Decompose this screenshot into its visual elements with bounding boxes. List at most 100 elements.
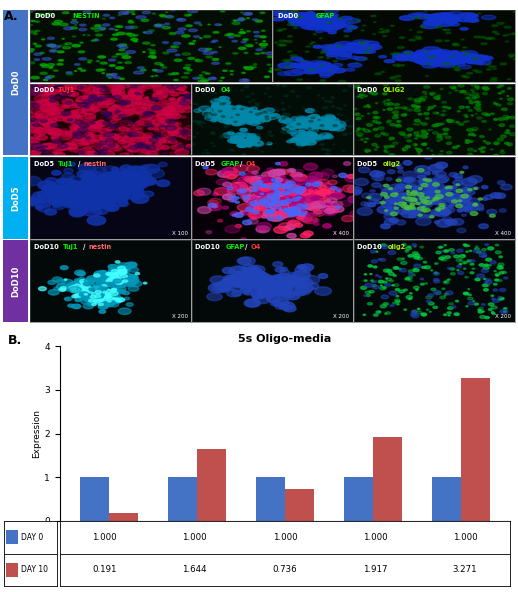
Circle shape [423,208,430,212]
Circle shape [385,148,387,149]
Circle shape [458,55,471,59]
Circle shape [412,252,418,255]
Circle shape [258,277,270,282]
Circle shape [247,166,260,172]
Circle shape [499,256,502,258]
Circle shape [143,42,150,44]
Circle shape [77,207,88,213]
Circle shape [495,33,499,34]
Circle shape [98,202,112,208]
Circle shape [41,144,51,149]
Circle shape [258,142,260,143]
Circle shape [86,187,99,194]
Circle shape [391,25,394,27]
Circle shape [264,286,282,295]
Circle shape [111,296,123,303]
Circle shape [414,120,420,122]
Circle shape [315,200,328,207]
Circle shape [310,183,320,188]
Circle shape [483,252,485,253]
Bar [6,562,18,577]
Circle shape [77,272,85,276]
Circle shape [121,142,134,147]
Circle shape [102,140,113,144]
Circle shape [474,36,480,38]
Circle shape [57,194,73,201]
Circle shape [384,313,387,314]
Circle shape [297,216,304,220]
Circle shape [76,122,80,124]
Circle shape [325,135,334,139]
Circle shape [401,210,417,218]
Circle shape [65,297,72,301]
Circle shape [292,271,310,280]
Circle shape [295,121,306,126]
Circle shape [433,124,439,127]
Circle shape [446,192,453,196]
Circle shape [320,125,324,127]
Circle shape [96,183,114,192]
Circle shape [54,105,66,110]
Circle shape [206,56,212,58]
Circle shape [484,278,486,279]
Circle shape [399,55,411,59]
Circle shape [310,43,313,44]
Circle shape [354,47,363,50]
Circle shape [389,154,395,156]
Circle shape [452,189,465,196]
Circle shape [300,189,309,194]
Circle shape [203,52,213,54]
Circle shape [467,54,482,59]
Circle shape [330,201,343,207]
Circle shape [142,11,150,14]
Circle shape [310,134,318,137]
Circle shape [116,137,124,140]
Circle shape [381,133,385,134]
Circle shape [43,198,57,205]
Circle shape [62,105,69,108]
Circle shape [181,115,186,118]
Circle shape [315,173,329,180]
Circle shape [153,134,163,138]
Circle shape [155,143,162,146]
Circle shape [480,316,485,318]
Circle shape [262,215,267,218]
Circle shape [177,18,186,21]
Circle shape [153,91,168,98]
Circle shape [464,262,466,263]
Circle shape [291,91,294,92]
Circle shape [272,275,283,281]
Circle shape [373,128,378,130]
Circle shape [422,266,426,268]
Circle shape [109,170,121,176]
Circle shape [63,91,71,95]
Circle shape [243,283,250,287]
Circle shape [297,79,303,81]
Circle shape [312,136,321,140]
Circle shape [246,275,254,279]
Circle shape [488,308,492,310]
Circle shape [435,195,443,198]
Circle shape [239,257,255,265]
Circle shape [255,102,260,105]
Circle shape [513,59,516,60]
Circle shape [243,117,255,121]
Circle shape [434,209,450,217]
Circle shape [239,140,248,144]
Circle shape [109,177,126,185]
Circle shape [238,186,248,191]
Circle shape [327,18,345,24]
Circle shape [383,36,386,37]
Circle shape [313,34,316,35]
Circle shape [415,36,421,38]
Circle shape [464,244,468,247]
Circle shape [234,35,240,37]
Circle shape [28,49,34,50]
Circle shape [414,57,427,61]
Circle shape [110,125,119,128]
Circle shape [510,125,515,127]
Circle shape [69,186,87,196]
Circle shape [414,54,425,58]
Circle shape [218,102,230,107]
Circle shape [326,22,332,24]
